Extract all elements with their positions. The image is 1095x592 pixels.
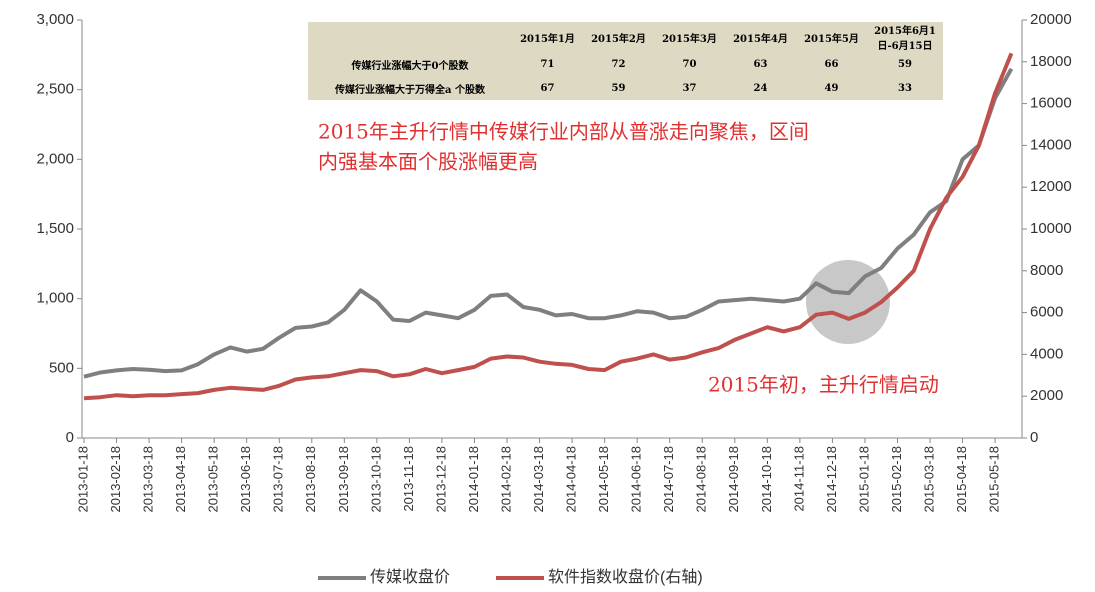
- column-header: 2015年3月: [662, 33, 717, 45]
- column-header: 2015年5月: [804, 33, 859, 45]
- y-tick-label: 2,000: [36, 150, 74, 167]
- table-row: 传媒行业涨幅大于万得全a 个股数 67 59 37 24 49 33: [308, 76, 943, 100]
- column-header: 2015年1月: [520, 33, 575, 45]
- x-tick-label: 2014-12-18: [824, 446, 839, 513]
- cell: 24: [753, 82, 768, 94]
- y2-tick-label: 10000: [1030, 220, 1072, 237]
- annotation: 2015年主升行情中传媒行业内部从普涨走向聚焦，区间: [318, 120, 809, 144]
- cell: 59: [898, 58, 912, 70]
- x-tick-label: 2014-01-18: [466, 446, 481, 513]
- y2-tick-label: 20000: [1030, 11, 1072, 28]
- y2-tick-label: 2000: [1030, 387, 1063, 404]
- x-tick-label: 2014-10-18: [759, 446, 774, 513]
- x-tick-label: 2013-05-18: [206, 446, 221, 513]
- x-tick-label: 2014-02-18: [498, 446, 513, 513]
- x-tick-label: 2013-10-18: [368, 446, 383, 513]
- x-tick-label: 2015-04-18: [954, 446, 969, 513]
- x-tick-label: 2013-08-18: [303, 446, 318, 513]
- x-tick-label: 2013-11-18: [401, 446, 416, 512]
- x-tick-label: 2014-06-18: [629, 446, 644, 513]
- y2-tick-label: 14000: [1030, 136, 1072, 153]
- y2-tick-label: 16000: [1030, 95, 1072, 112]
- series-line: [83, 52, 1014, 401]
- annotation: 内强基本面个股涨幅更高: [318, 150, 538, 174]
- x-tick-label: 2014-03-18: [531, 446, 546, 513]
- column-header: 2015年4月: [733, 33, 788, 45]
- cell: 66: [824, 58, 839, 70]
- highlight-circle: [806, 260, 890, 344]
- y-tick-label: 0: [66, 429, 74, 446]
- x-tick-label: 2013-12-18: [433, 446, 448, 513]
- x-tick-label: 2014-05-18: [596, 446, 611, 513]
- x-tick-label: 2015-03-18: [921, 446, 936, 513]
- cell: 33: [898, 82, 912, 94]
- x-tick-label: 2014-04-18: [564, 446, 579, 513]
- x-tick-label: 2013-01-18: [75, 446, 90, 513]
- x-tick-label: 2014-11-18: [791, 446, 806, 512]
- x-tick-label: 2014-07-18: [661, 446, 676, 513]
- legend-label: 传媒收盘价: [370, 567, 450, 586]
- x-tick-label: 2013-03-18: [141, 446, 156, 513]
- table-row: 传媒行业涨幅大于0个股数 71 72 70 63 66 59: [308, 52, 943, 76]
- y2-tick-label: 4000: [1030, 345, 1063, 362]
- y2-tick-label: 8000: [1030, 262, 1063, 279]
- annotation: 2015年初，主升行情启动: [708, 373, 939, 397]
- cell: 63: [753, 58, 768, 70]
- series-line: [83, 67, 1014, 379]
- x-tick-label: 2015-02-18: [889, 446, 904, 513]
- column-header: 2015年2月: [591, 33, 646, 45]
- y-tick-label: 1,000: [36, 290, 74, 307]
- row-label: 传媒行业涨幅大于万得全a 个股数: [335, 84, 485, 96]
- x-tick-label: 2013-07-18: [271, 446, 286, 513]
- cell: 67: [540, 82, 555, 94]
- cell: 59: [611, 82, 626, 94]
- y-tick-label: 1,500: [36, 220, 74, 237]
- cell: 37: [682, 82, 697, 94]
- y-tick-label: 500: [49, 359, 74, 376]
- cell: 49: [824, 82, 839, 94]
- x-tick-label: 2013-02-18: [108, 446, 123, 513]
- cell: 72: [611, 58, 626, 70]
- data-table: 2015年1月 2015年2月 2015年3月 2015年4月 2015年5月 2015年…: [308, 22, 943, 100]
- x-tick-label: 2015-01-18: [856, 446, 871, 513]
- cell: 71: [540, 58, 555, 70]
- y2-tick-label: 0: [1030, 429, 1038, 446]
- y-tick-label: 3,000: [36, 11, 74, 28]
- legend-label: 软件指数收盘价(右轴): [548, 567, 703, 586]
- y2-tick-label: 12000: [1030, 178, 1072, 195]
- cell: 70: [682, 58, 697, 70]
- row-label: 传媒行业涨幅大于0个股数: [351, 60, 469, 72]
- column-header: 2015年6月1日-6月15日: [874, 26, 936, 52]
- y-tick-label: 2,500: [36, 81, 74, 98]
- x-tick-label: 2013-09-18: [336, 446, 351, 513]
- x-tick-label: 2015-05-18: [987, 446, 1002, 513]
- y2-tick-label: 18000: [1030, 53, 1072, 70]
- x-tick-label: 2014-09-18: [726, 446, 741, 513]
- y2-tick-label: 6000: [1030, 304, 1063, 321]
- x-tick-label: 2014-08-18: [694, 446, 709, 513]
- x-tick-label: 2013-04-18: [173, 446, 188, 513]
- x-tick-label: 2013-06-18: [238, 446, 253, 513]
